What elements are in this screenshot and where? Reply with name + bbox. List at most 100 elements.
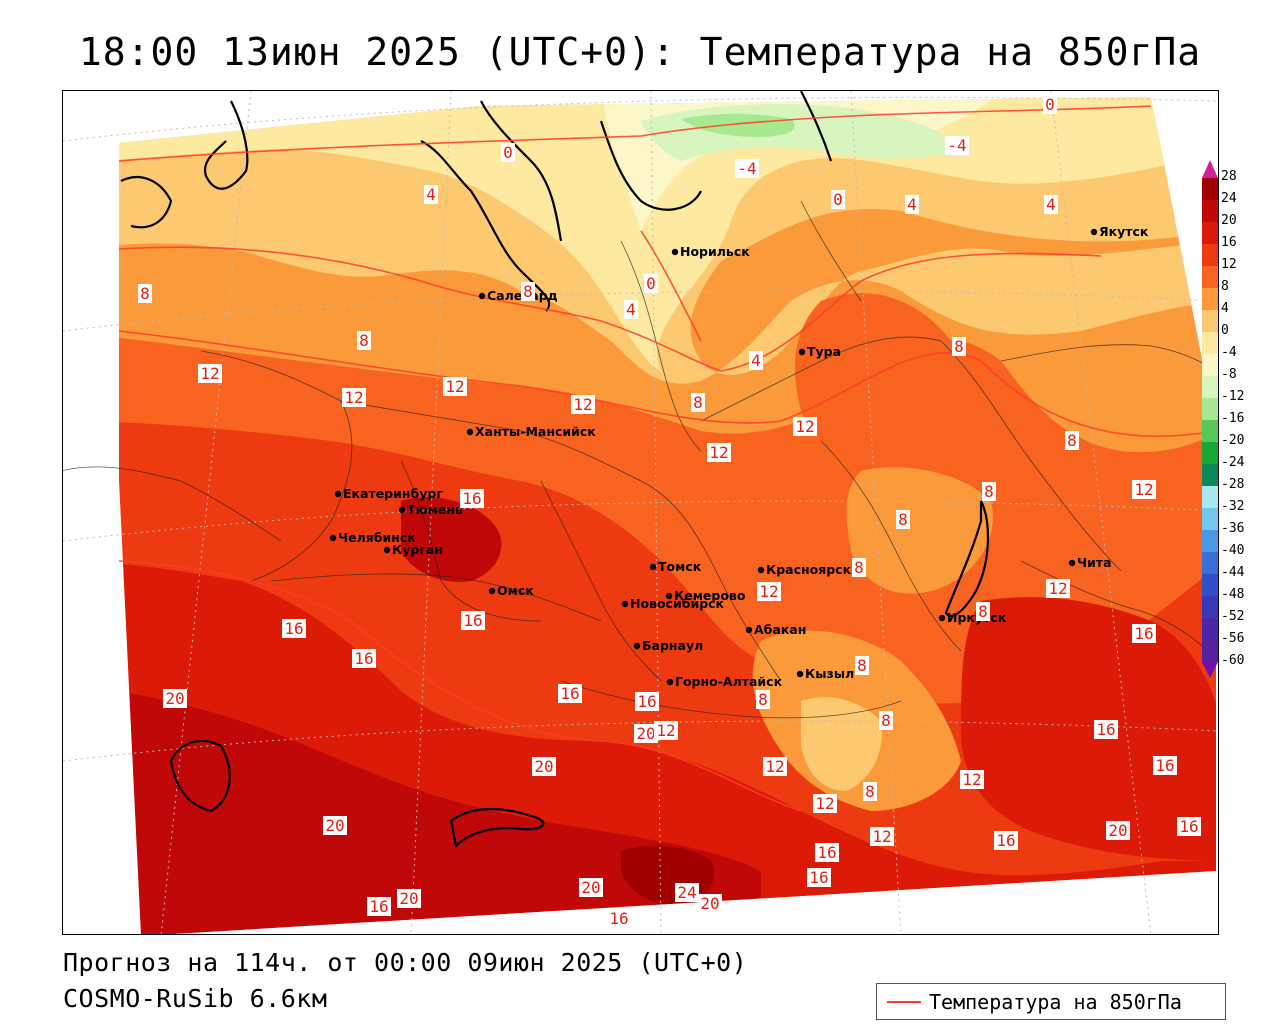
isotherm-label-54: 16 [994, 831, 1018, 850]
isotherm-label-bg [635, 692, 659, 711]
city-markers: Якутск Норильск Салехард Тура Ханты-Мансийск… [329, 224, 1149, 689]
city-label: Ханты-Мансийск [475, 424, 596, 439]
isotherm-label-bg [831, 190, 845, 209]
isotherm-label-bg [342, 388, 366, 407]
city-label: Омск [497, 583, 534, 598]
isotherm-label-bg [624, 300, 638, 319]
isotherm-label-bg [994, 831, 1018, 850]
isotherm-label-bg [870, 827, 894, 846]
isotherm-label-text: 20 [325, 816, 344, 835]
isotherm-label-text: 16 [560, 684, 579, 703]
isotherm-label-text: 8 [758, 690, 768, 709]
city-label: Тура [807, 344, 841, 359]
isotherm-label-text: 8 [984, 482, 994, 501]
isotherm-label-bg [571, 395, 595, 414]
isotherm-label-bg [1065, 431, 1079, 450]
city-dot [478, 292, 486, 300]
city-label: Тюмень [407, 502, 463, 517]
colorbar-tick-label: -40 [1221, 543, 1245, 558]
isotherm-label-59: 20 [698, 894, 722, 913]
city-dot [398, 506, 406, 514]
colorbar-tick-label: -32 [1221, 499, 1245, 514]
colorbar-tick-label: -16 [1221, 411, 1245, 426]
isotherm-label-25: 16 [460, 489, 484, 508]
isotherm-label-bg [675, 883, 699, 902]
isotherm-label-bg [905, 195, 919, 214]
isotherm-label-bg [443, 377, 467, 396]
city-12: Омск [488, 583, 534, 598]
isotherm-label-text: 8 [954, 337, 964, 356]
map-title: 18:00 13июн 2025 (UTC+0): Температура на… [78, 30, 1202, 74]
model-name: COSMO-RuSib 6.6км [63, 984, 328, 1013]
isotherm-label-bg [707, 443, 731, 462]
city-6: Тюмень [398, 502, 463, 517]
isotherm-label-27: 8 [852, 558, 866, 577]
isotherm-label-1: 0 [501, 143, 515, 162]
isotherm-label-17: 12 [342, 388, 366, 407]
isotherm-label-13: 8 [952, 337, 966, 356]
colorbar-tick-label: -12 [1221, 389, 1245, 404]
legend-line-swatch [887, 1000, 921, 1003]
colorbar-segment-7 [1202, 332, 1218, 354]
isotherm-label-24: 8 [982, 482, 996, 501]
isotherm-label-bg [138, 284, 152, 303]
isotherm-label-bg [815, 843, 839, 862]
isotherm-label-text: 12 [815, 794, 834, 813]
city-dot [649, 563, 657, 571]
isotherm-label-45: 12 [763, 757, 787, 776]
colorbar-segment-13 [1202, 464, 1218, 486]
isotherm-label-text: 8 [359, 331, 369, 350]
isotherm-label-28: 12 [1046, 579, 1070, 598]
colorbar-segment-17 [1202, 552, 1218, 574]
isotherm-label-bg [945, 136, 969, 155]
colorbar-segment-0 [1202, 178, 1218, 200]
isotherm-label-text: 8 [693, 393, 703, 412]
city-3: Тура [798, 344, 841, 359]
colorbar-segment-15 [1202, 508, 1218, 530]
city-18: Кызыл [796, 666, 854, 681]
isotherm-label-52: 16 [1177, 817, 1201, 836]
colorbar-tick-label: 0 [1221, 323, 1229, 338]
colorbar-tick-label: -20 [1221, 433, 1245, 448]
isotherm-label-0: 0 [1043, 95, 1057, 114]
isotherm-label-bg [352, 649, 376, 668]
city-label: Челябинск [338, 530, 416, 545]
isotherm-label-60: 20 [397, 889, 421, 908]
isotherm-label-61: 16 [367, 897, 391, 916]
temperature-fields [119, 97, 1216, 934]
isotherm-label-text: 12 [765, 757, 784, 776]
isotherm-label-41: 12 [654, 721, 678, 740]
isotherm-label-31: 16 [282, 619, 306, 638]
colorbar-tick-label: -28 [1221, 477, 1245, 492]
colorbar-segment-5 [1202, 288, 1218, 310]
colorbar-segment-6 [1202, 310, 1218, 332]
temperature-map[interactable]: Якутск Норильск Салехард Тура Ханты-Мансийск… [62, 90, 1219, 935]
isotherm-label-42: 8 [879, 711, 893, 730]
colorbar-tick-label: -48 [1221, 587, 1245, 602]
city-8: Курган [383, 542, 443, 557]
isotherm-label-bg [460, 489, 484, 508]
isotherm-label-text: 20 [1108, 821, 1127, 840]
isotherm-label-5: 0 [831, 190, 845, 209]
isotherm-label-text: 16 [809, 868, 828, 887]
isotherm-label-text: 16 [1179, 817, 1198, 836]
isotherm-label-text: 8 [854, 558, 864, 577]
colorbar-tick-label: 8 [1221, 279, 1229, 294]
isotherm-label-6: 4 [905, 195, 919, 214]
isotherm-label-bg [424, 185, 438, 204]
isotherm-label-text: 16 [1134, 624, 1153, 643]
isotherm-label-55: 16 [815, 843, 839, 862]
isotherm-label-bg [367, 897, 391, 916]
isotherm-label-35: 8 [855, 656, 869, 675]
isotherm-label-text: 20 [534, 757, 553, 776]
isotherm-label-50: 20 [323, 816, 347, 835]
colorbar-segment-20 [1202, 618, 1218, 640]
isotherm-label-3: -4 [735, 159, 759, 178]
isotherm-label-bg [357, 331, 371, 350]
isotherm-label-bg [757, 582, 781, 601]
colorbar-tick-label: -36 [1221, 521, 1245, 536]
isotherm-label-text: 8 [857, 656, 867, 675]
colorbar-tick-label: 4 [1221, 301, 1229, 316]
isotherm-label-bg [735, 159, 759, 178]
